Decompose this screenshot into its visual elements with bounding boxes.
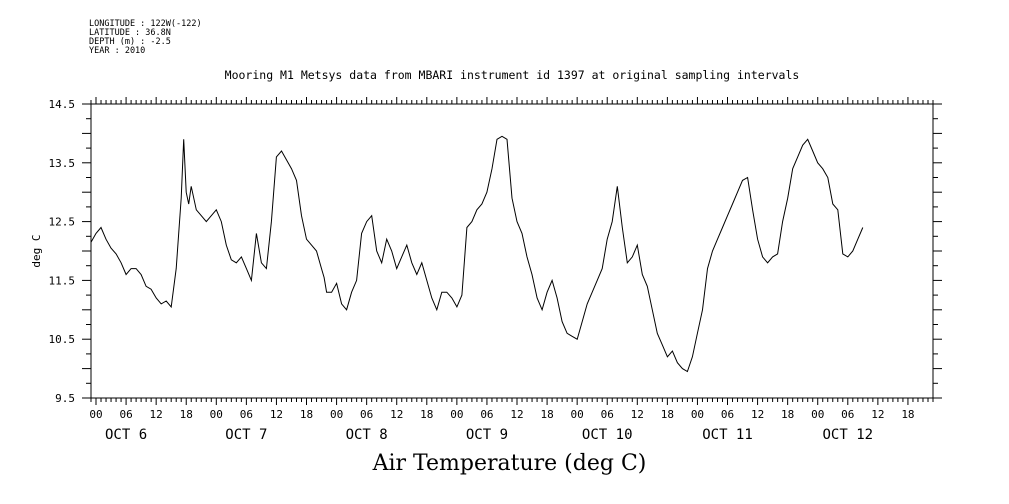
- y-tick-label: 14.5: [49, 98, 76, 111]
- x-tick-label: 06: [119, 408, 132, 421]
- day-label: OCT 8: [346, 427, 388, 443]
- x-tick-label: 12: [510, 408, 523, 421]
- x-tick-label: 12: [751, 408, 764, 421]
- metadata-block: LONGITUDE : 122W(-122) LATITUDE : 36.8N …: [89, 20, 202, 56]
- y-tick-label: 12.5: [49, 216, 76, 229]
- x-tick-label: 18: [781, 408, 794, 421]
- x-tick-label: 18: [180, 408, 193, 421]
- day-label: OCT 12: [823, 427, 874, 443]
- depth-text: DEPTH (m) : -2.5: [89, 37, 171, 47]
- x-tick-label: 18: [540, 408, 553, 421]
- y-tick-label: 13.5: [49, 157, 76, 170]
- x-axis-title: Air Temperature (deg C): [372, 451, 647, 476]
- x-tick-label: 00: [811, 408, 824, 421]
- x-tick-label: 06: [601, 408, 614, 421]
- x-tick-label: 12: [390, 408, 403, 421]
- x-tick-label: 12: [631, 408, 644, 421]
- y-tick-label: 11.5: [49, 274, 76, 287]
- latitude-text: LATITUDE : 36.8N: [89, 28, 171, 38]
- day-label: OCT 11: [702, 427, 753, 443]
- day-label: OCT 10: [582, 427, 633, 443]
- y-tick-label: 9.5: [55, 392, 75, 405]
- x-tick-label: 06: [360, 408, 373, 421]
- x-tick-label: 18: [661, 408, 674, 421]
- day-label: OCT 6: [105, 427, 147, 443]
- day-label: OCT 7: [225, 427, 267, 443]
- x-tick-label: 06: [721, 408, 734, 421]
- x-tick-label: 00: [89, 408, 102, 421]
- longitude-text: LONGITUDE : 122W(-122): [89, 19, 202, 29]
- x-tick-label: 18: [901, 408, 914, 421]
- series-line: [90, 135, 864, 373]
- x-tick-label: 12: [150, 408, 163, 421]
- x-tick-label: 00: [691, 408, 704, 421]
- y-tick-label: 10.5: [49, 333, 76, 346]
- year-text: YEAR : 2010: [89, 46, 146, 56]
- x-tick-label: 12: [270, 408, 283, 421]
- x-tick-label: 06: [841, 408, 854, 421]
- day-label: OCT 9: [466, 427, 508, 443]
- x-tick-label: 18: [420, 408, 433, 421]
- y-axis-title: deg C: [30, 234, 43, 267]
- x-tick-label: 00: [330, 408, 343, 421]
- x-tick-label: 18: [300, 408, 313, 421]
- x-tick-label: 00: [450, 408, 463, 421]
- x-tick-label: 00: [210, 408, 223, 421]
- plot-frame: [90, 103, 934, 399]
- x-tick-label: 00: [571, 408, 584, 421]
- x-tick-label: 12: [871, 408, 884, 421]
- chart-title: Mooring M1 Metsys data from MBARI instru…: [224, 68, 800, 82]
- x-tick-label: 06: [480, 408, 493, 421]
- x-tick-label: 06: [240, 408, 253, 421]
